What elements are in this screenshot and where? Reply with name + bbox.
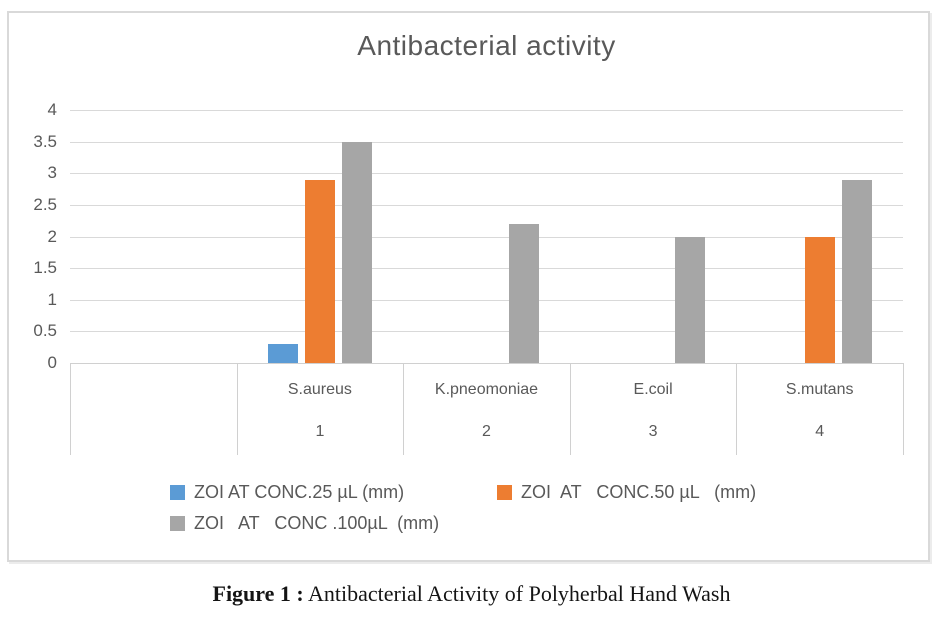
- figure-caption: Figure 1 : Antibacterial Activity of Pol…: [0, 581, 943, 607]
- figure-caption-text: Antibacterial Activity of Polyherbal Han…: [303, 581, 731, 606]
- figure-caption-number: Figure 1 :: [212, 581, 304, 606]
- chart-title: Antibacterial activity: [357, 30, 616, 61]
- chart-frame: [7, 11, 930, 562]
